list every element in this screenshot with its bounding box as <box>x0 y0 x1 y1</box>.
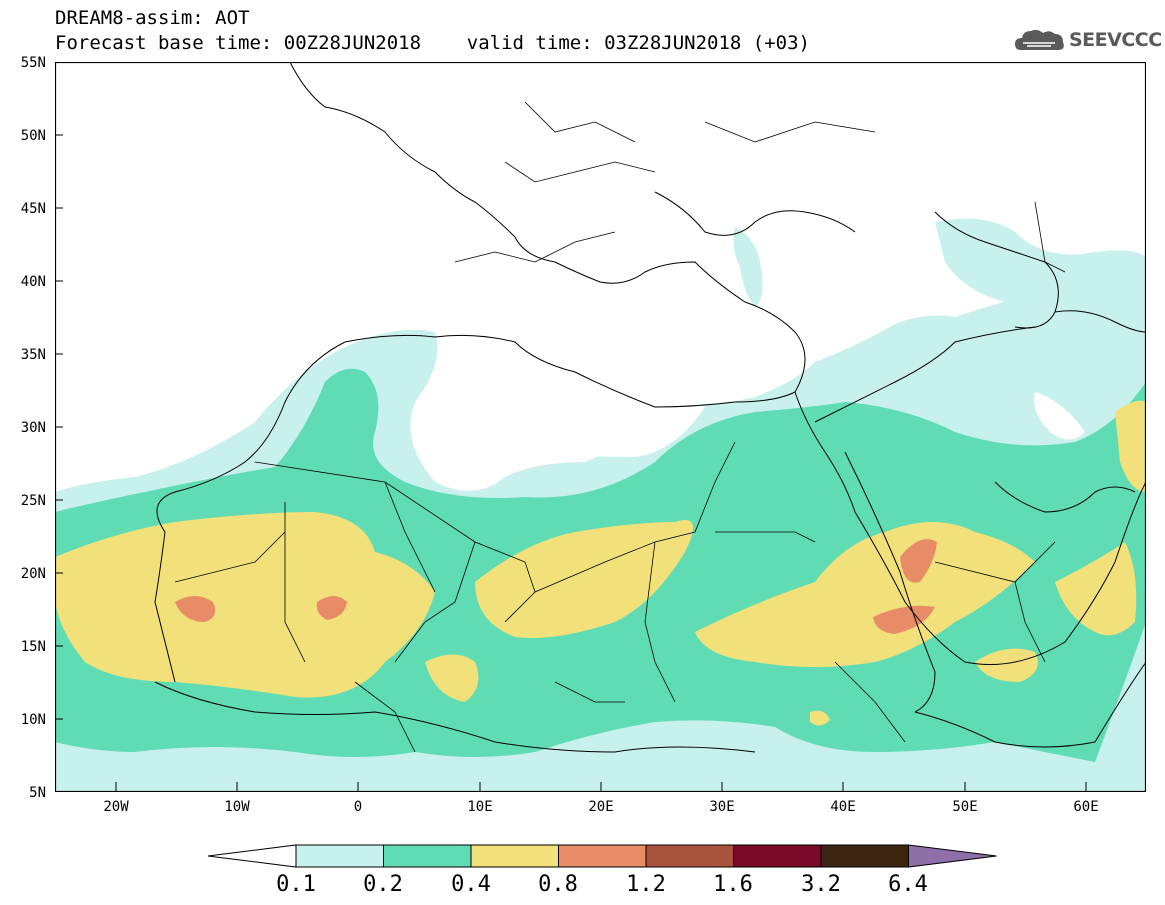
aot-contour-0.8 <box>900 539 937 583</box>
colorbar-cell <box>295 844 384 868</box>
colorbar-cell <box>820 844 909 868</box>
seevccc-logo: SEEVCCC <box>1013 26 1162 56</box>
colorbar <box>207 844 997 868</box>
colorbar-label: 0.1 <box>276 872 316 897</box>
aot-contour-0.4 <box>425 654 479 702</box>
coastlines <box>154 62 1146 753</box>
colorbar-label: 1.2 <box>626 872 666 897</box>
lat-label: 25N <box>20 493 46 509</box>
aot-contour-0.1 <box>935 218 1146 355</box>
lat-label: 20N <box>20 566 46 582</box>
lon-label: 20E <box>588 799 614 815</box>
lat-label: 30N <box>20 420 46 436</box>
colorbar-over-triangle <box>908 844 997 868</box>
lon-label: 40E <box>830 799 856 815</box>
lat-label: 10N <box>20 712 46 728</box>
aot-contour-0.4 <box>55 512 435 698</box>
lon-label: 60E <box>1073 799 1099 815</box>
aot-contour-0.4 <box>695 522 1035 667</box>
lon-label: 20W <box>103 799 129 815</box>
axis-ticks <box>55 134 1087 792</box>
lat-label: 5N <box>29 785 46 801</box>
aot-clear-area <box>1034 392 1085 440</box>
aot-contour-0.8 <box>175 596 216 622</box>
aot-contour-0.4 <box>1055 542 1137 636</box>
lat-label: 50N <box>20 128 46 144</box>
lat-label: 35N <box>20 347 46 363</box>
colorbar-label: 0.8 <box>538 872 578 897</box>
colorbar-cell <box>383 844 472 868</box>
aot-contour-0.4 <box>1115 400 1146 492</box>
lon-label: 10E <box>467 799 493 815</box>
colorbar-label: 0.2 <box>363 872 403 897</box>
lon-label: 10W <box>224 799 250 815</box>
colorbar-label: 3.2 <box>801 872 841 897</box>
aot-contour-0.4 <box>975 648 1038 682</box>
lat-label: 55N <box>20 55 46 71</box>
colorbar-label: 0.4 <box>451 872 491 897</box>
colorbar-cell <box>733 844 822 868</box>
lat-label: 40N <box>20 274 46 290</box>
colorbar-label: 6.4 <box>888 872 928 897</box>
lat-label: 15N <box>20 639 46 655</box>
colorbar-cell <box>645 844 734 868</box>
aot-contour-0.4 <box>475 520 693 638</box>
map-title: DREAM8-assim: AOT <box>55 7 250 29</box>
aot-contour-0.8 <box>316 596 347 620</box>
lon-label: 30E <box>709 799 735 815</box>
aot-contour-0.1 <box>733 227 763 307</box>
aot-contour-0.4 <box>810 710 830 726</box>
logo-text: SEEVCCC <box>1069 29 1162 51</box>
aot-contour-0.8 <box>873 605 935 634</box>
colorbar-under-triangle <box>207 844 297 868</box>
borders <box>174 101 1066 753</box>
cloud-icon <box>1015 29 1064 50</box>
aot-map <box>55 62 1146 792</box>
lon-label: 50E <box>952 799 978 815</box>
colorbar-cell <box>558 844 647 868</box>
lon-label: 0 <box>353 799 363 815</box>
map-frame <box>55 62 1146 792</box>
lat-label: 45N <box>20 201 46 217</box>
aot-clear-area <box>461 352 705 457</box>
map-subtitle: Forecast base time: 00Z28JUN2018 valid t… <box>55 32 810 54</box>
colorbar-cell <box>470 844 559 868</box>
colorbar-label: 1.6 <box>713 872 753 897</box>
